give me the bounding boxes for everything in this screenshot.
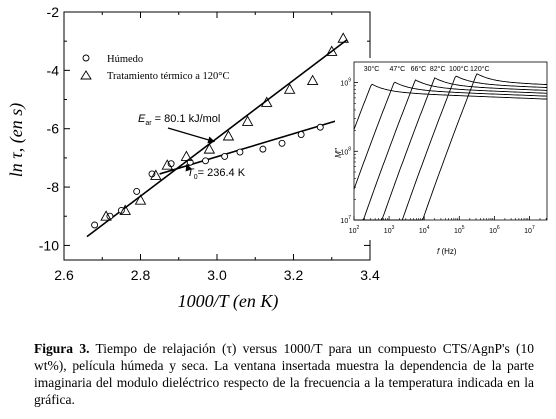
inset-x-tick-label: 102	[349, 225, 360, 235]
point-humedo	[297, 131, 305, 138]
annotation-t0-arrowhead	[185, 163, 193, 172]
annotation-ea-arrow	[167, 127, 209, 141]
main-tick-labels: 2.6 2.8 3.0 3.2 3.4 -2 -4 -6 -8 -10	[39, 4, 380, 283]
inset-y-tick-label: 107	[340, 215, 351, 225]
inset-y-tick-label: 109	[340, 78, 351, 88]
inset-x-tick-label: 106	[489, 225, 500, 235]
inset-curve	[353, 83, 548, 130]
main-plot-frame	[63, 11, 371, 261]
point-tratamiento	[203, 143, 216, 154]
annotation-t0-subscript: 0	[194, 174, 198, 181]
annotation-ea-subscript: ar	[145, 120, 152, 127]
legend-label-tratamiento: Tratamiento térmico a 120°C	[107, 71, 230, 82]
point-tratamiento	[119, 204, 131, 215]
inset-temperature-label: 47°C	[390, 65, 406, 73]
point-tratamiento	[337, 32, 349, 43]
point-tratamiento	[260, 96, 273, 107]
annotation-t0: T0= 236.4 K	[185, 163, 246, 181]
point-tratamiento	[161, 159, 174, 170]
inset-curve	[354, 73, 548, 221]
inset-background	[335, 58, 556, 240]
inset-x-tick-label: 107	[524, 225, 535, 235]
svg-text:Ear = 80.1 kJ/mol: Ear = 80.1 kJ/mol	[138, 113, 220, 127]
caption-label: Figura 3.	[34, 341, 90, 356]
inset-temperature-label: 30°C	[364, 65, 380, 73]
inset-temperature-label: 100°C	[449, 65, 469, 73]
point-humedo	[236, 148, 244, 156]
relaxation-time-chart: 2.6 2.8 3.0 3.2 3.4 -2 -4 -6 -8 -10 1000/T (en K)…	[6, 4, 556, 312]
svg-text:T0= 236.4 K: T0= 236.4 K	[187, 167, 246, 181]
x-tick-label: 3.0	[207, 267, 227, 283]
inset-temperature-label: 66°C	[411, 65, 427, 73]
point-tratamiento	[306, 74, 319, 86]
point-tratamiento	[222, 130, 235, 141]
annotation-ea-symbol: E	[138, 113, 146, 125]
annotation-ea-arrowhead	[207, 136, 216, 144]
point-humedo	[133, 187, 141, 195]
inset-curve	[353, 81, 547, 190]
point-humedo	[316, 123, 324, 131]
point-humedo	[259, 145, 267, 153]
legend-circle-marker	[82, 54, 90, 62]
figure-caption: Figura 3. Tiempo de relajación (τ) versu…	[34, 340, 534, 408]
inset-y-axis-label: M''	[334, 148, 343, 158]
inset-y-tick-label: 108	[340, 146, 351, 156]
annotation-ea-value: = 80.1 kJ/mol	[152, 113, 221, 125]
inset-curve	[354, 77, 547, 221]
point-humedo	[202, 157, 209, 165]
inset-x-tick-label: 103	[384, 225, 395, 235]
legend-label-humedo: Húmedo	[107, 54, 143, 65]
y-tick-label: -6	[47, 121, 60, 137]
inset-chart: 102 103 104 105 106 107 107 108 109 30°C 47°C 66°C…	[334, 58, 556, 256]
legend: Húmedo Tratamiento térmico a 120°C	[80, 54, 230, 82]
point-tratamiento	[283, 83, 296, 94]
fit-line	[86, 39, 348, 238]
y-tick-label: -2	[47, 4, 60, 20]
y-tick-label: -10	[39, 237, 59, 253]
point-tratamiento	[241, 115, 254, 126]
point-humedo	[221, 152, 229, 160]
x-tick-label: 3.2	[284, 267, 304, 283]
y-axis-label: ln τ, (en s)	[6, 103, 27, 177]
annotation-t0-symbol: T	[187, 167, 195, 179]
point-tratamiento	[150, 169, 162, 180]
inset-temperature-label: 120°C	[470, 65, 490, 73]
inset-x-axis-label: f (Hz)	[437, 247, 457, 256]
inset-x-tick-label: 105	[454, 225, 465, 235]
x-tick-label: 3.4	[360, 267, 380, 283]
point-tratamiento	[100, 210, 112, 221]
point-tratamiento	[134, 194, 147, 205]
y-tick-label: -8	[47, 179, 60, 195]
caption-text: Tiempo de relajación (τ) versus 1000/T p…	[34, 341, 535, 407]
main-data-points	[91, 32, 349, 229]
legend-triangle-marker	[80, 70, 92, 80]
x-tick-label: 2.6	[54, 267, 74, 283]
annotation-t0-value: = 236.4 K	[198, 167, 246, 179]
inset-temperature-label: 82°C	[430, 65, 446, 73]
point-humedo	[278, 139, 286, 147]
annotation-activation-energy: Ear = 80.1 kJ/mol	[138, 113, 220, 144]
x-tick-label: 2.8	[131, 267, 151, 283]
inset-tick-labels: 102 103 104 105 106 107 107 108 109	[340, 78, 535, 235]
inset-curves	[353, 73, 548, 221]
y-tick-label: -4	[47, 62, 60, 78]
main-axis-ticks	[63, 11, 371, 260]
inset-plot-frame	[353, 61, 548, 221]
x-axis-label: 1000/T (en K)	[178, 291, 279, 312]
point-tratamiento	[325, 45, 338, 56]
point-humedo	[91, 221, 99, 229]
inset-x-tick-label: 104	[419, 225, 430, 235]
point-tratamiento	[180, 150, 193, 161]
inset-temperature-labels: 30°C 47°C 66°C 82°C 100°C 120°C	[364, 65, 490, 73]
